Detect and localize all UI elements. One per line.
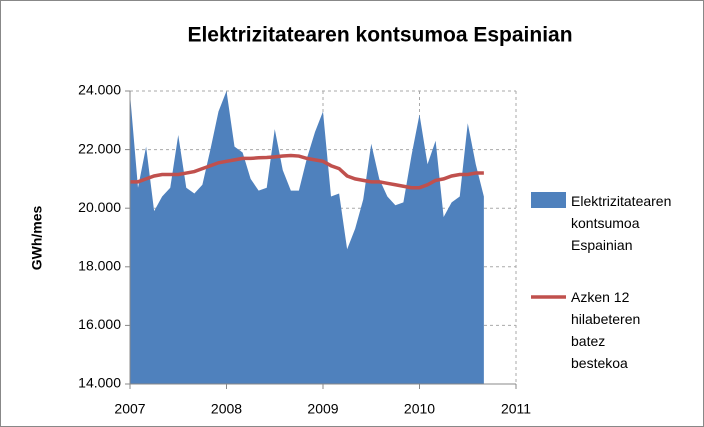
y-tick-label: 14.000	[78, 375, 121, 391]
legend-label: Azken 12 hilabeteren batez bestekoa	[571, 289, 641, 371]
x-tick-label: 2010	[404, 401, 435, 417]
y-tick-label: 20.000	[78, 199, 121, 215]
x-tick-label: 2011	[501, 401, 531, 417]
y-tick-label: 16.000	[78, 316, 121, 332]
line	[130, 153, 484, 190]
x-tick-label: 2007	[114, 401, 145, 417]
y-tick-label: 22.000	[78, 140, 121, 156]
legend-swatch	[531, 192, 566, 208]
chart-title: Elektrizitatearen kontsumoa Espainian	[187, 24, 572, 47]
legend-label: Elektrizitatearen kontsumoa Espainian	[571, 193, 672, 253]
y-tick-label: 24.000	[78, 82, 121, 98]
x-tick-label: 2008	[211, 401, 242, 417]
y-axis-label: GWh/mes	[29, 206, 45, 271]
y-tick-label: 18.000	[78, 258, 121, 274]
x-tick-label: 2009	[307, 401, 338, 417]
